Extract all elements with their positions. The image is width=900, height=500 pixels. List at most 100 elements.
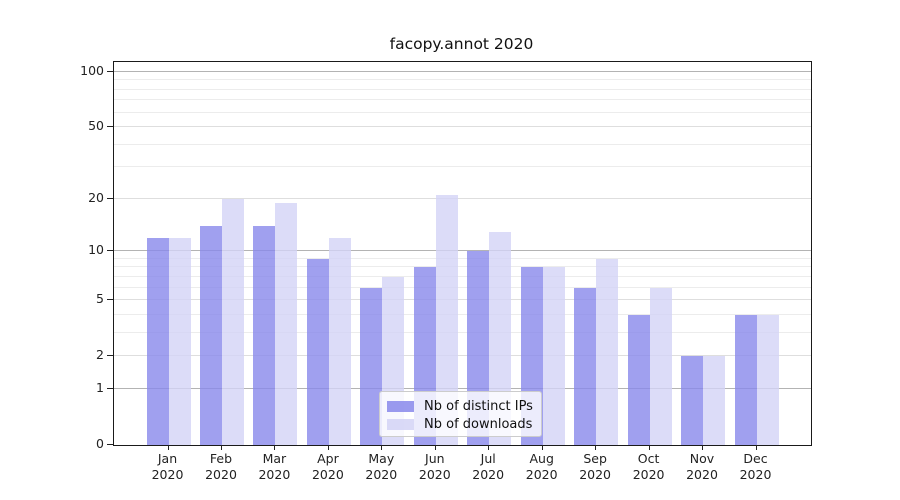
x-tick-year: 2020 — [632, 467, 665, 482]
x-tick-year: 2020 — [472, 467, 505, 482]
gridline-40 — [114, 143, 811, 145]
x-tick-mark-sep — [595, 445, 597, 450]
bar-apr-distinct-ips — [306, 258, 329, 445]
gridline-4 — [114, 313, 811, 315]
bar-feb-downloads — [222, 198, 244, 445]
y-tick-mark-100 — [107, 70, 113, 72]
y-tick-mark-1 — [107, 387, 113, 389]
x-tick-label-may: May 2020 — [353, 451, 409, 483]
legend: Nb of distinct IPs Nb of downloads — [379, 391, 542, 437]
bar-oct-distinct-ips — [627, 314, 650, 445]
bar-jan-downloads — [168, 237, 191, 445]
bar-mar-distinct-ips — [253, 226, 276, 445]
x-tick-mark-jun — [434, 445, 436, 450]
x-tick-mark-dec — [755, 445, 757, 450]
bar-may-distinct-ips — [360, 287, 383, 445]
x-tick-year: 2020 — [205, 467, 237, 482]
gridline-5 — [114, 299, 811, 301]
bar-nov-downloads — [703, 356, 725, 445]
bar-jun-downloads — [435, 195, 458, 445]
x-tick-label-dec: Dec 2020 — [728, 451, 784, 483]
gridline-50 — [114, 126, 811, 127]
legend-swatch-downloads — [387, 418, 414, 430]
gridline-70 — [114, 99, 811, 101]
x-tick-label-nov: Nov 2020 — [674, 451, 730, 483]
gridline-30 — [114, 166, 811, 168]
gridline-major-10 — [114, 250, 811, 252]
x-tick-mark-oct — [648, 445, 650, 450]
gridline-6 — [114, 286, 811, 288]
gridline-7 — [114, 275, 811, 277]
bar-dec-distinct-ips — [734, 314, 757, 445]
bar-sep-downloads — [596, 258, 619, 445]
x-tick-label-sep: Sep 2020 — [567, 451, 623, 483]
bar-aug-downloads — [542, 267, 565, 445]
bar-apr-downloads — [328, 237, 351, 445]
legend-label-downloads: Nb of downloads — [424, 416, 533, 432]
bar-sep-distinct-ips — [574, 287, 597, 445]
x-tick-year: 2020 — [686, 467, 718, 482]
x-tick-year: 2020 — [579, 467, 611, 482]
x-tick-month: Apr — [317, 451, 339, 466]
x-tick-mark-mar — [274, 445, 276, 450]
x-tick-label-jul: Jul 2020 — [460, 451, 516, 483]
x-tick-month: Aug — [529, 451, 554, 466]
x-tick-mark-apr — [327, 445, 329, 450]
bar-oct-downloads — [649, 287, 672, 445]
gridline-major-1 — [114, 387, 811, 389]
y-tick-label-10: 10 — [88, 242, 104, 258]
gridline-80 — [114, 88, 811, 90]
y-tick-mark-50 — [107, 126, 113, 127]
x-tick-mark-feb — [221, 445, 222, 450]
x-tick-label-mar: Mar 2020 — [246, 451, 302, 483]
x-tick-month: May — [368, 451, 395, 466]
gridline-90 — [114, 79, 811, 81]
y-tick-label-100: 100 — [80, 62, 104, 78]
x-tick-year: 2020 — [365, 467, 398, 482]
gridline-9 — [114, 257, 811, 259]
y-tick-label-2: 2 — [96, 347, 104, 363]
gridline-3 — [114, 331, 811, 333]
y-tick-mark-2 — [107, 355, 113, 357]
y-tick-mark-10 — [107, 250, 113, 252]
bar-nov-distinct-ips — [681, 356, 703, 445]
x-tick-mark-nov — [702, 445, 703, 450]
gridline-major-100 — [114, 70, 811, 72]
gridline-8 — [114, 266, 811, 268]
legend-item-distinct-ips: Nb of distinct IPs — [387, 397, 534, 415]
x-tick-label-jan: Jan 2020 — [140, 451, 196, 483]
y-tick-label-1: 1 — [96, 379, 104, 395]
y-tick-label-50: 50 — [88, 118, 104, 133]
x-tick-year: 2020 — [311, 467, 344, 482]
chart-title: facopy.annot 2020 — [389, 35, 534, 53]
bar-jan-distinct-ips — [146, 237, 169, 445]
y-tick-label-5: 5 — [96, 291, 104, 307]
x-tick-mark-aug — [541, 445, 543, 450]
x-tick-month: Dec — [743, 451, 768, 466]
x-tick-month: Nov — [689, 451, 715, 466]
x-tick-month: Jan — [157, 451, 178, 466]
x-tick-mark-jul — [488, 445, 490, 450]
legend-swatch-distinct-ips — [387, 400, 414, 412]
legend-label-distinct-ips: Nb of distinct IPs — [424, 398, 533, 414]
x-tick-month: Oct — [637, 451, 660, 466]
x-tick-label-jun: Jun 2020 — [407, 451, 463, 483]
x-tick-year: 2020 — [525, 467, 558, 482]
x-tick-year: 2020 — [151, 467, 184, 482]
bar-dec-downloads — [756, 314, 779, 445]
gridline-2 — [114, 355, 811, 357]
y-tick-mark-0 — [107, 444, 113, 445]
plot-area — [113, 61, 812, 446]
x-tick-mark-may — [381, 445, 383, 450]
x-tick-label-oct: Oct 2020 — [621, 451, 677, 483]
x-tick-month: Sep — [583, 451, 607, 466]
x-tick-label-feb: Feb 2020 — [193, 451, 249, 483]
y-tick-mark-20 — [107, 197, 113, 199]
x-tick-month: Jun — [425, 451, 445, 466]
bar-mar-downloads — [275, 202, 298, 445]
x-tick-month: Jul — [480, 451, 496, 466]
x-tick-month: Feb — [209, 451, 233, 466]
bar-feb-distinct-ips — [200, 226, 222, 445]
x-tick-label-aug: Aug 2020 — [514, 451, 570, 483]
